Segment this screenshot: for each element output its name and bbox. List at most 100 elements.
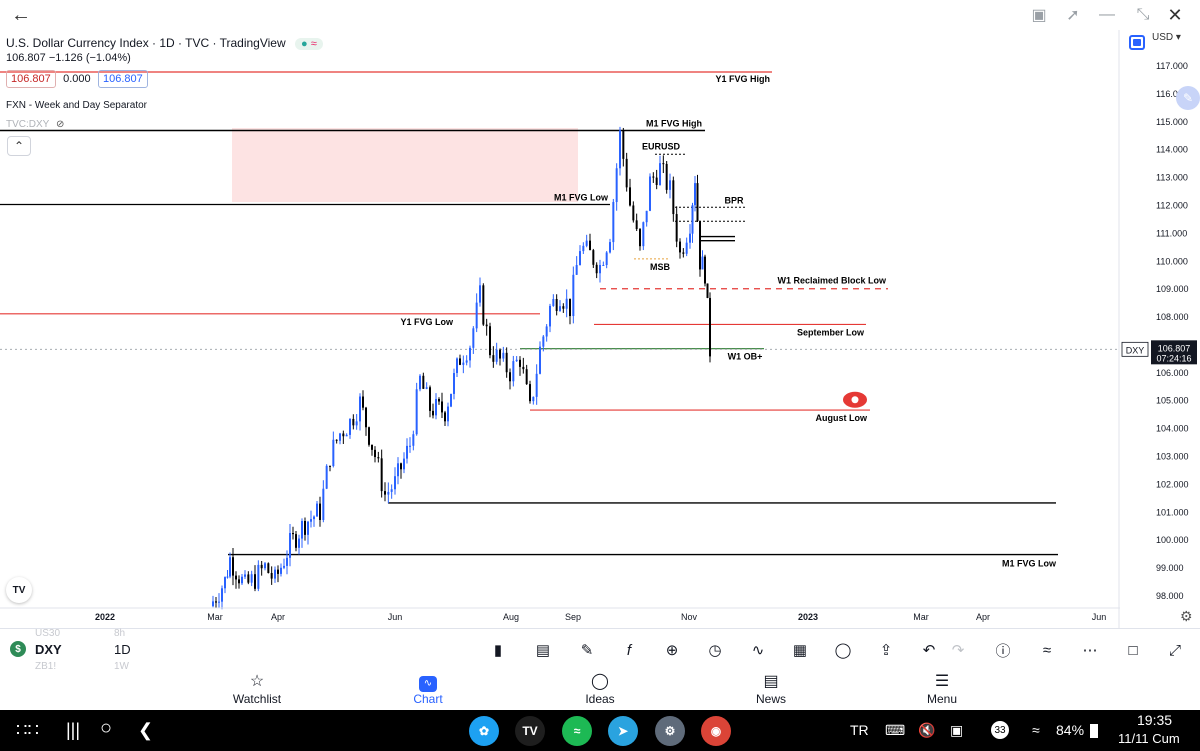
minimize-icon[interactable]: — bbox=[1099, 6, 1115, 23]
close-icon[interactable]: ✕ bbox=[1167, 4, 1183, 25]
layout-icon[interactable]: ▦ bbox=[792, 642, 808, 659]
indicators-icon[interactable]: ∿ bbox=[751, 642, 765, 659]
nav-chart[interactable]: ∿ Chart bbox=[388, 672, 468, 706]
keyboard-icon[interactable]: ⌨ bbox=[885, 722, 906, 738]
chrome-icon[interactable]: ◉ bbox=[701, 716, 731, 746]
interval-selector[interactable]: 1D bbox=[114, 642, 131, 657]
candle-body bbox=[280, 567, 282, 574]
object-tree-icon[interactable] bbox=[1129, 35, 1145, 50]
price-tick: 111.000 bbox=[1156, 228, 1187, 238]
time-tick: Sep bbox=[565, 612, 581, 622]
currency-selector[interactable]: USD ▾ bbox=[1152, 32, 1181, 43]
expand-icon[interactable]: ⤢ bbox=[1168, 641, 1181, 659]
chart-area[interactable]: 117.000 116.000 115.000 114.000 113.000 112.0… bbox=[0, 30, 1200, 628]
candle-body bbox=[250, 574, 253, 583]
candle-body bbox=[212, 601, 214, 607]
price-chart[interactable]: 117.000 116.000 115.000 114.000 113.000 112.0… bbox=[0, 30, 1200, 628]
redo-icon[interactable]: ↷ bbox=[951, 642, 965, 659]
wave-icon: ≈ bbox=[310, 38, 317, 50]
nav-ideas[interactable]: ◯ Ideas bbox=[560, 672, 640, 706]
indicator-label[interactable]: FXN - Week and Day Separator bbox=[6, 100, 147, 111]
candle-body bbox=[409, 445, 411, 447]
label-m1-fvg-high: M1 FVG High bbox=[646, 119, 702, 129]
telegram-icon[interactable]: ➤ bbox=[608, 716, 638, 746]
candle-body bbox=[459, 358, 461, 365]
label-september-low: September Low bbox=[797, 327, 865, 337]
nav-label: Watchlist bbox=[232, 692, 282, 706]
eye-alert-icon[interactable] bbox=[843, 391, 867, 408]
candle-body bbox=[659, 163, 661, 185]
fx-icon[interactable]: f bbox=[626, 641, 632, 659]
settings-icon[interactable]: ⚙ bbox=[655, 716, 685, 746]
eye-off-icon[interactable]: ⊘ bbox=[55, 119, 65, 130]
nav-menu[interactable]: ☰ Menu bbox=[902, 672, 982, 706]
buy-button[interactable]: 106.807 bbox=[97, 70, 148, 88]
apps-grid-icon[interactable]: ∷∷ bbox=[16, 720, 39, 740]
symbol-selector[interactable]: DXY bbox=[35, 642, 62, 657]
gear-icon[interactable]: ⚙ bbox=[1180, 608, 1193, 624]
share-icon[interactable]: ⇪ bbox=[879, 642, 893, 659]
candle-body bbox=[592, 250, 595, 265]
candle-body bbox=[582, 245, 585, 252]
candle-body bbox=[235, 575, 237, 580]
chart-icon: ∿ bbox=[419, 676, 437, 692]
pin-icon[interactable]: ➚ bbox=[1066, 7, 1080, 24]
sell-button[interactable]: 106.807 bbox=[6, 70, 56, 88]
twitter-icon[interactable]: ✿ bbox=[469, 716, 499, 746]
back-icon[interactable]: ❮ bbox=[138, 720, 154, 740]
replay-icon[interactable]: ▤ bbox=[535, 642, 551, 659]
candle-body bbox=[260, 564, 263, 569]
nav-watchlist[interactable]: ☆ Watchlist bbox=[217, 672, 297, 706]
arrow-left-icon[interactable]: ← bbox=[11, 3, 31, 26]
candle-body bbox=[270, 573, 273, 579]
spotify-icon[interactable]: ≈ bbox=[562, 716, 592, 746]
hidden-symbol-row[interactable]: TVC:DXY ⊘ bbox=[6, 119, 64, 130]
collapse-icon[interactable]: ⤡ bbox=[1136, 6, 1150, 23]
candle-body bbox=[655, 177, 658, 185]
status-pill[interactable]: ● ≈ bbox=[295, 38, 323, 50]
price-tick: 115.000 bbox=[1156, 117, 1188, 127]
candle-body bbox=[267, 563, 270, 574]
candle-body bbox=[482, 285, 485, 325]
home-icon[interactable]: ○ bbox=[100, 717, 113, 739]
candle-body bbox=[585, 240, 588, 246]
alarm-icon[interactable]: ◷ bbox=[708, 642, 722, 659]
clock: 19:35 bbox=[1137, 712, 1173, 728]
info-icon[interactable]: ⓘ bbox=[995, 642, 1011, 660]
draw-icon[interactable]: ✎ bbox=[580, 642, 594, 659]
nav-label: Menu bbox=[926, 692, 958, 706]
mute-icon: 🔇 bbox=[918, 722, 936, 738]
undo-icon[interactable]: ↶ bbox=[922, 642, 936, 659]
tradingview-icon[interactable]: TV bbox=[515, 716, 545, 746]
label-msb: MSB bbox=[650, 262, 671, 272]
candles-icon[interactable]: ▮ bbox=[493, 642, 503, 659]
chevron-up-icon[interactable]: ⌃ bbox=[7, 136, 31, 156]
recents-icon[interactable]: ||| bbox=[66, 720, 81, 740]
nav-news[interactable]: ▤ News bbox=[731, 672, 811, 706]
candle-body bbox=[298, 538, 300, 548]
trend-icon[interactable]: ≈ bbox=[1042, 641, 1052, 659]
more-icon[interactable]: ⋯ bbox=[1082, 642, 1098, 659]
screenshot-icon[interactable]: ▣ bbox=[950, 722, 964, 738]
candle-body bbox=[472, 328, 475, 348]
picture-in-picture-icon[interactable]: ▣ bbox=[1031, 7, 1047, 24]
candle-body bbox=[403, 458, 405, 470]
candle-body bbox=[292, 533, 294, 535]
price-tick: 108.000 bbox=[1156, 312, 1189, 322]
candle-body bbox=[495, 349, 498, 362]
candle-body bbox=[257, 564, 260, 589]
candle-body bbox=[316, 503, 318, 517]
pencil-icon[interactable]: ✎ bbox=[1176, 86, 1200, 110]
square-icon[interactable]: □ bbox=[1128, 641, 1138, 659]
price-tick: 101.000 bbox=[1156, 507, 1189, 517]
candle-body bbox=[694, 183, 696, 206]
candle-body bbox=[301, 520, 303, 539]
keyboard-lang[interactable]: TR bbox=[850, 722, 869, 738]
price-tick: 104.000 bbox=[1156, 424, 1189, 434]
add-circle-icon[interactable]: ⊕ bbox=[665, 642, 679, 659]
candle-body bbox=[374, 449, 376, 458]
bulb-icon[interactable]: ◯ bbox=[834, 642, 852, 659]
candle-body bbox=[605, 252, 608, 265]
candle-body bbox=[639, 229, 641, 247]
candle-body bbox=[400, 463, 402, 470]
